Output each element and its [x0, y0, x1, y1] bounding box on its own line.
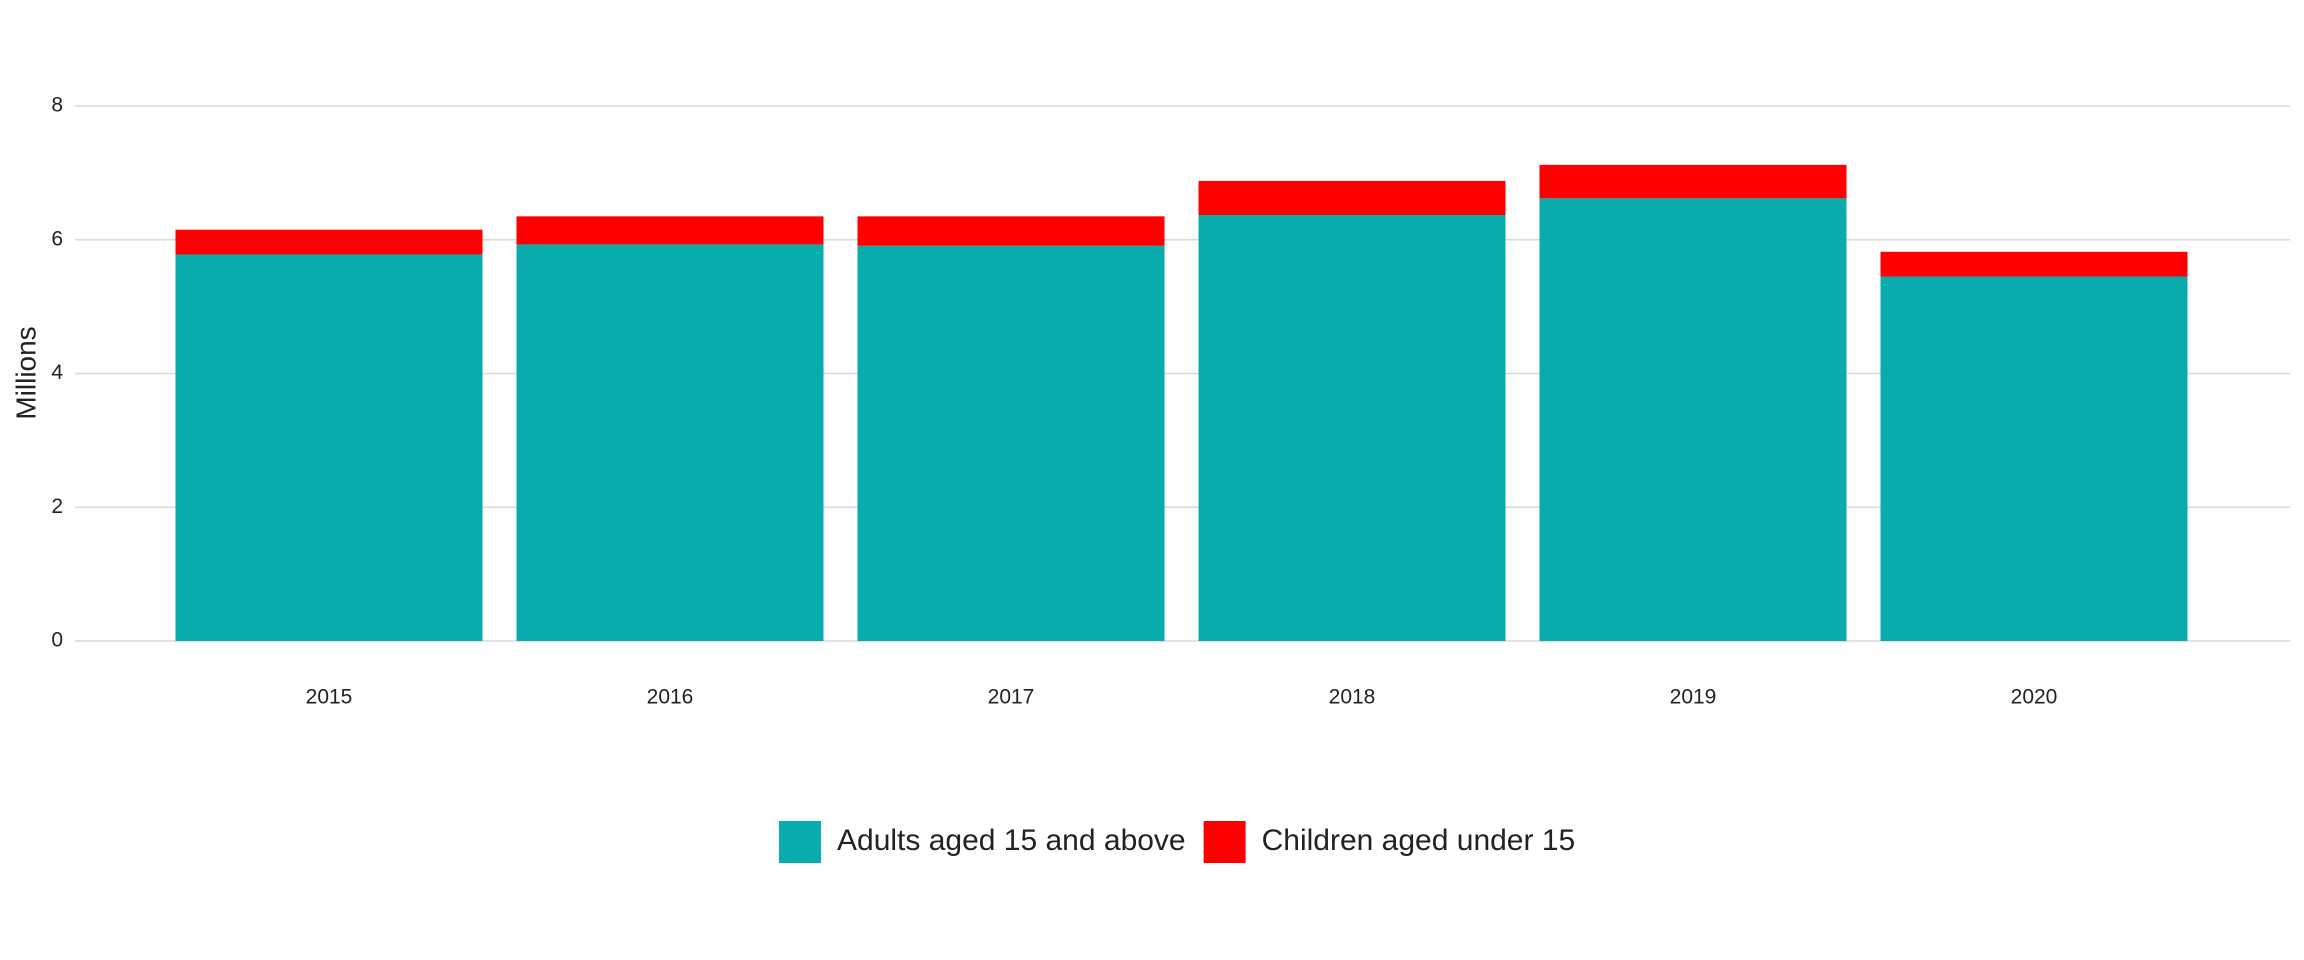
x-tick-label: 2017: [988, 686, 1035, 709]
y-tick-label: 4: [51, 361, 63, 384]
legend-swatch: [1203, 821, 1246, 863]
bar-segment: [175, 229, 483, 255]
bar-segment: [857, 245, 1165, 642]
bar-segment: [175, 254, 483, 641]
x-tick-label: 2018: [1329, 686, 1376, 709]
bar-segment: [857, 216, 1165, 246]
x-tick-label: 2016: [647, 686, 694, 709]
x-tick-label: 2020: [2011, 686, 2058, 709]
y-tick-label: 2: [51, 495, 63, 518]
bar-segment: [1880, 251, 2188, 277]
y-axis-title: Millions: [10, 326, 41, 419]
y-tick-label: 0: [51, 629, 63, 652]
x-tick-label: 2015: [306, 686, 353, 709]
bar-segment: [1198, 180, 1506, 216]
bar-segment: [516, 244, 824, 641]
legend-swatch: [779, 821, 821, 863]
legend-label: Children aged under 15: [1262, 824, 1576, 857]
bar-segment: [1539, 164, 1847, 199]
bar-segment: [516, 216, 824, 245]
x-tick-label: 2019: [1670, 686, 1717, 709]
bar-segment: [1539, 198, 1847, 641]
legend-label: Adults aged 15 and above: [837, 824, 1186, 857]
y-tick-label: 8: [51, 94, 63, 117]
bar-segment: [1198, 215, 1506, 641]
y-tick-label: 6: [51, 227, 63, 250]
bar-segment: [1880, 276, 2188, 641]
